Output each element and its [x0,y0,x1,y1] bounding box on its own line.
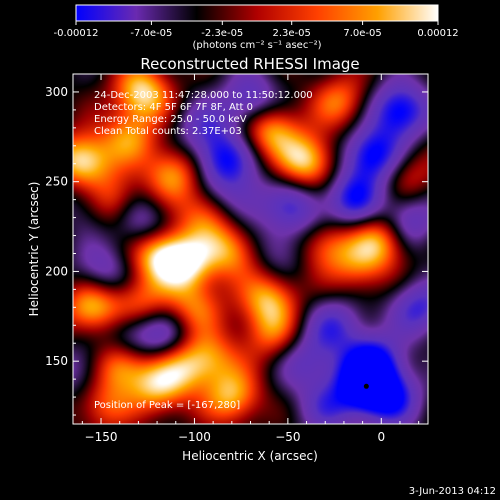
y-axis-ticks: 150 200 250 300 [45,73,428,416]
colorbar-tick-label: -2.3e-05 [201,28,243,39]
annotation-clean: Clean Total counts: 2.37E+03 [94,126,242,137]
colorbar-tick-label: 7.0e-05 [343,28,381,39]
annotation-peak: Position of Peak = [-167,280] [94,400,240,411]
colorbar-ticks: -0.00012 -7.0e-05 -2.3e-05 2.3e-05 7.0e-05 0.… [54,21,459,39]
y-tick-label: 200 [45,264,68,278]
y-tick-label: 150 [45,354,68,368]
annotation-energy: Energy Range: 25.0 - 50.0 keV [94,114,247,125]
colorbar-tick-label: 0.00012 [417,28,458,39]
y-tick-label: 250 [45,175,68,189]
peak-marker [363,383,369,389]
heatmap-container [73,74,428,424]
x-axis-label: Heliocentric X (arcsec) [182,449,318,463]
annotation-detectors: Detectors: 4F 5F 6F 7F 8F, Att 0 [94,102,253,113]
x-tick-label: −100 [178,430,211,444]
colorbar-tick-label: -7.0e-05 [130,28,172,39]
x-tick-label: 0 [377,430,385,444]
colorbar [75,4,439,22]
colorbar-tick-label: -0.00012 [54,28,99,39]
heatmap-canvas [73,74,428,424]
annotation-time: 24-Dec-2003 11:47:28.000 to 11:50:12.000 [94,90,313,101]
chart-title: Reconstructed RHESSI Image [140,55,359,73]
footer-date: 3-Jun-2013 04:12 [409,486,496,497]
colorbar-unit-label: (photons cm⁻² s⁻¹ asec⁻²) [192,40,321,51]
x-tick-label: −150 [85,430,118,444]
x-axis-ticks: −150 −100 −50 0 [81,74,420,444]
y-tick-label: 300 [45,85,68,99]
colorbar-tick-label: 2.3e-05 [272,28,310,39]
y-axis-label: Heliocentric Y (arcsec) [27,182,41,317]
x-tick-label: −50 [275,430,300,444]
